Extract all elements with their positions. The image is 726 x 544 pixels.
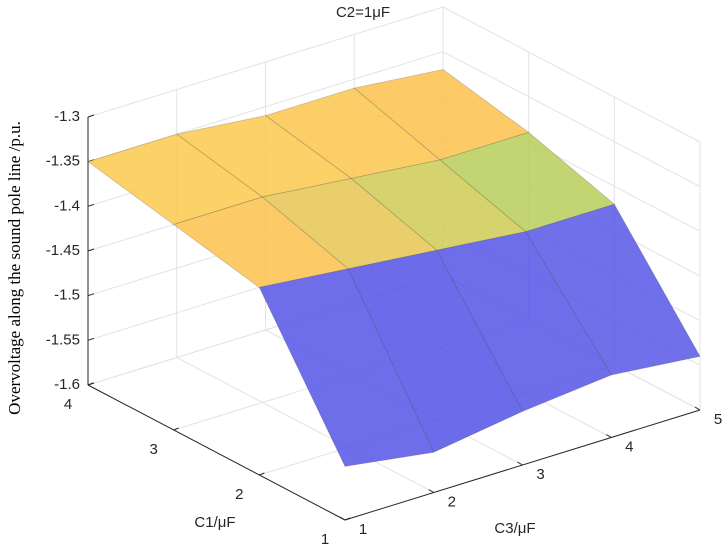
y-tick-label: 1 bbox=[321, 531, 329, 544]
x-tick-label: 1 bbox=[359, 521, 367, 538]
tick-mark bbox=[259, 472, 265, 476]
z-tick-label: -1.6 bbox=[54, 376, 80, 393]
surface-face bbox=[172, 196, 349, 288]
tick-mark bbox=[694, 406, 701, 411]
grid-line bbox=[176, 357, 434, 493]
x-axis-label: C3/μF bbox=[494, 520, 535, 537]
tick-mark bbox=[605, 434, 612, 438]
x-tick-label: 2 bbox=[448, 493, 456, 510]
z-tick-label: -1.55 bbox=[46, 331, 80, 348]
y-tick-label: 3 bbox=[149, 441, 157, 458]
tick-mark bbox=[87, 382, 94, 386]
tick-mark bbox=[87, 159, 95, 163]
y-tick-label: 2 bbox=[235, 486, 243, 503]
z-tick-label: -1.4 bbox=[54, 197, 80, 214]
grid-line bbox=[442, 6, 701, 143]
z-tick-label: -1.3 bbox=[54, 108, 80, 125]
surface-face bbox=[258, 268, 435, 467]
tick-mark bbox=[339, 516, 346, 521]
z-tick-label: -1.5 bbox=[54, 287, 80, 304]
tick-mark bbox=[344, 517, 351, 521]
tick-mark bbox=[87, 203, 95, 207]
x-tick-label: 5 bbox=[714, 411, 722, 428]
z-axis-label: Overvoltage along the sound pole line /p… bbox=[5, 121, 24, 415]
tick-mark bbox=[87, 114, 95, 118]
z-tick-label: -1.45 bbox=[46, 242, 80, 259]
tick-mark bbox=[87, 337, 95, 341]
tick-mark bbox=[87, 248, 95, 252]
surface-face bbox=[175, 115, 353, 198]
chart-title: C2=1μF bbox=[336, 4, 390, 21]
tick-mark bbox=[173, 427, 179, 431]
tick-mark bbox=[517, 461, 523, 466]
grid-line bbox=[442, 51, 701, 188]
y-tick-label: 4 bbox=[64, 396, 72, 413]
x-tick-label: 4 bbox=[625, 438, 633, 455]
tick-mark bbox=[428, 489, 435, 493]
tick-mark bbox=[87, 293, 95, 297]
y-axis bbox=[87, 384, 346, 521]
z-tick-label: -1.35 bbox=[46, 153, 80, 170]
y-axis-label: C1/μF bbox=[194, 514, 235, 531]
x-tick-label: 3 bbox=[536, 466, 544, 483]
